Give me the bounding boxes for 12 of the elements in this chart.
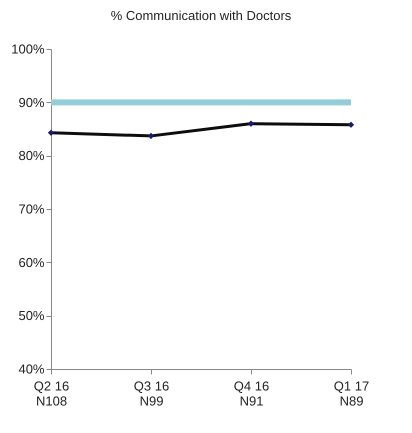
x-tick-label: Q4 16 N91 <box>234 378 270 408</box>
y-tick-label: 60% <box>18 254 45 270</box>
y-tick-label: 80% <box>18 148 45 164</box>
x-tick-label: Q1 17 N89 <box>334 378 370 408</box>
y-tick-label: 40% <box>18 362 45 376</box>
y-tick-label: 100% <box>11 42 45 56</box>
y-tick-label: 90% <box>18 94 45 110</box>
y-tick-label: 50% <box>18 308 45 324</box>
y-tick-label: 70% <box>18 202 45 216</box>
x-tick-label: Q2 16 N108 <box>34 378 70 408</box>
chart-title: % Communication with Doctors <box>110 8 292 23</box>
x-tick-label: Q3 16 N99 <box>134 378 170 408</box>
